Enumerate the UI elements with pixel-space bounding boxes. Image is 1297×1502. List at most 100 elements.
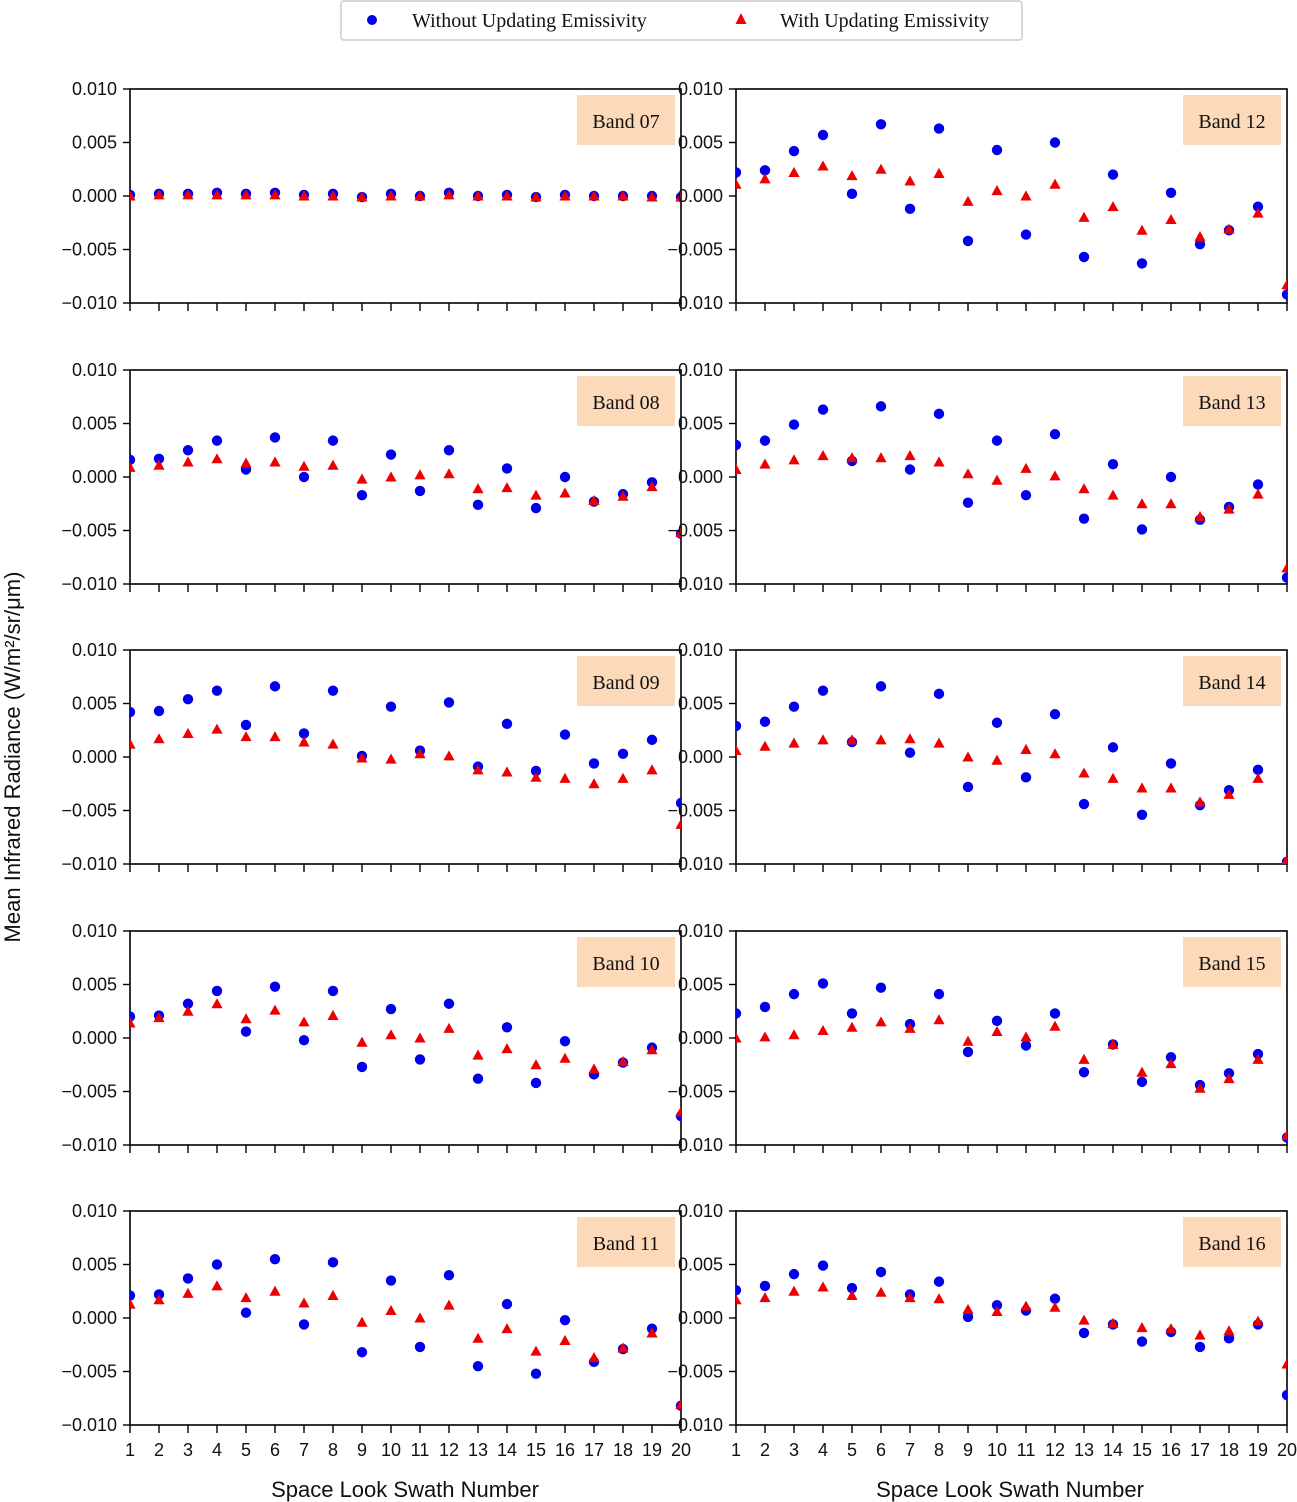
y-tick-label: −0.010 xyxy=(61,1415,117,1435)
point-without-band-16-15 xyxy=(1136,1336,1148,1347)
point-with-band-13-8 xyxy=(933,456,945,467)
y-tick-label: −0.010 xyxy=(667,293,723,313)
point-with-band-12-3 xyxy=(788,166,800,177)
y-tick-label: 0.010 xyxy=(678,1201,723,1221)
y-tick-label: 0.000 xyxy=(72,1308,117,1328)
point-with-band-15-18 xyxy=(1223,1073,1235,1084)
y-tick-label: −0.005 xyxy=(667,1082,723,1102)
point-with-band-15-20 xyxy=(1281,1129,1287,1140)
legend-label-with: With Updating Emissivity xyxy=(780,10,989,32)
point-with-band-14-17 xyxy=(1194,796,1206,807)
point-without-band-15-9 xyxy=(962,1046,974,1058)
band-label-box xyxy=(1183,376,1281,426)
point-with-band-13-14 xyxy=(1107,489,1119,500)
y-tick-label: −0.005 xyxy=(667,1362,723,1382)
x-axis-title-left: Space Look Swath Number xyxy=(271,1477,539,1502)
point-without-band-15-6 xyxy=(875,982,887,993)
panel-band-07: 0.010 0.005 0.000 −0.005 −0.010 Band 07 xyxy=(61,79,682,313)
point-with-band-12-1 xyxy=(736,178,742,189)
point-with-band-14-15 xyxy=(1136,782,1148,793)
point-with-band-08-17 xyxy=(588,494,600,506)
point-with-band-13-13 xyxy=(1078,483,1090,494)
point-with-band-08-18 xyxy=(617,490,629,501)
point-without-band-14-4 xyxy=(817,685,829,696)
point-without-band-12-11 xyxy=(1020,229,1032,240)
point-without-band-16-20 xyxy=(1281,1389,1287,1401)
point-without-band-09-17 xyxy=(588,758,600,769)
point-without-band-16-18 xyxy=(1223,1333,1235,1344)
point-without-band-08-2 xyxy=(153,453,165,465)
point-without-band-08-6 xyxy=(269,432,281,443)
point-with-band-10-5 xyxy=(240,1013,252,1024)
point-without-band-11-14 xyxy=(501,1298,513,1310)
point-with-band-09-17 xyxy=(588,778,600,789)
band-label: Band 10 xyxy=(592,953,659,975)
point-without-band-10-5 xyxy=(240,1026,252,1037)
y-tick-label: 0.010 xyxy=(678,79,723,99)
point-without-band-14-8 xyxy=(933,688,945,700)
x-tick-label: 11 xyxy=(411,1440,430,1460)
x-tick-label: 3 xyxy=(789,1440,799,1460)
band-label: Band 14 xyxy=(1198,672,1265,694)
point-without-band-13-16 xyxy=(1165,471,1177,483)
point-with-band-12-5 xyxy=(846,170,858,181)
point-without-band-16-9 xyxy=(962,1311,974,1323)
point-with-band-08-9 xyxy=(356,473,368,484)
point-without-band-16-1 xyxy=(736,1284,742,1296)
point-with-band-16-15 xyxy=(1136,1322,1148,1333)
band-label: Band 16 xyxy=(1198,1233,1265,1255)
point-with-band-14-14 xyxy=(1107,772,1119,783)
point-without-band-09-5 xyxy=(240,719,252,731)
point-without-band-13-19 xyxy=(1252,479,1264,490)
point-with-band-15-8 xyxy=(933,1014,945,1025)
point-with-band-08-11 xyxy=(414,469,426,480)
point-without-band-12-1 xyxy=(736,167,742,178)
point-without-band-13-6 xyxy=(875,401,887,412)
point-without-band-09-12 xyxy=(443,697,455,708)
y-tick-label: 0.010 xyxy=(72,1201,117,1221)
x-tick-label: 19 xyxy=(642,1440,662,1460)
point-with-band-09-3 xyxy=(182,727,194,738)
x-tick-label: 6 xyxy=(270,1440,280,1460)
x-tick-label: 1 xyxy=(125,1440,135,1460)
point-with-band-11-17 xyxy=(588,1351,600,1363)
band-label-box xyxy=(577,656,675,706)
point-without-band-14-14 xyxy=(1107,742,1119,753)
point-without-band-09-4 xyxy=(211,685,223,696)
y-tick-label: −0.005 xyxy=(61,240,117,260)
point-without-band-11-13 xyxy=(472,1360,484,1372)
panel-band-09: 0.010 0.005 0.000 −0.005 −0.010 Band 09 xyxy=(61,640,682,874)
point-without-band-15-13 xyxy=(1078,1067,1090,1078)
point-without-band-15-2 xyxy=(759,1001,771,1013)
data-points xyxy=(736,119,1287,300)
point-with-band-16-12 xyxy=(1049,1301,1061,1312)
point-with-band-07-2 xyxy=(153,189,165,200)
point-with-band-09-8 xyxy=(327,738,339,749)
point-with-band-16-6 xyxy=(875,1286,887,1297)
point-without-band-08-4 xyxy=(211,435,223,446)
point-without-band-08-10 xyxy=(385,449,397,460)
point-with-band-10-11 xyxy=(414,1032,426,1043)
point-without-band-14-9 xyxy=(962,781,974,793)
panel-band-13: 0.010 0.005 0.000 −0.005 −0.010 Band 13 xyxy=(667,360,1288,594)
point-with-band-12-4 xyxy=(817,160,829,171)
y-tick-label: −0.010 xyxy=(61,854,117,874)
point-with-band-16-7 xyxy=(904,1292,916,1303)
point-without-band-08-9 xyxy=(356,489,368,501)
point-without-band-13-20 xyxy=(1281,572,1287,583)
point-without-band-15-8 xyxy=(933,988,945,1000)
point-with-band-07-20 xyxy=(675,191,681,202)
point-without-band-13-9 xyxy=(962,497,974,508)
point-with-band-13-15 xyxy=(1136,498,1148,509)
data-points xyxy=(736,401,1287,583)
point-without-band-11-10 xyxy=(385,1275,397,1286)
point-with-band-14-20 xyxy=(1281,854,1287,864)
point-with-band-11-13 xyxy=(472,1332,484,1343)
point-without-band-15-11 xyxy=(1020,1040,1032,1051)
point-with-band-12-16 xyxy=(1165,213,1177,225)
point-without-band-14-11 xyxy=(1020,772,1032,783)
point-without-band-16-2 xyxy=(759,1280,771,1292)
point-without-band-12-3 xyxy=(788,145,800,157)
point-without-band-16-4 xyxy=(817,1260,829,1271)
y-tick-label: 0.010 xyxy=(72,360,117,380)
